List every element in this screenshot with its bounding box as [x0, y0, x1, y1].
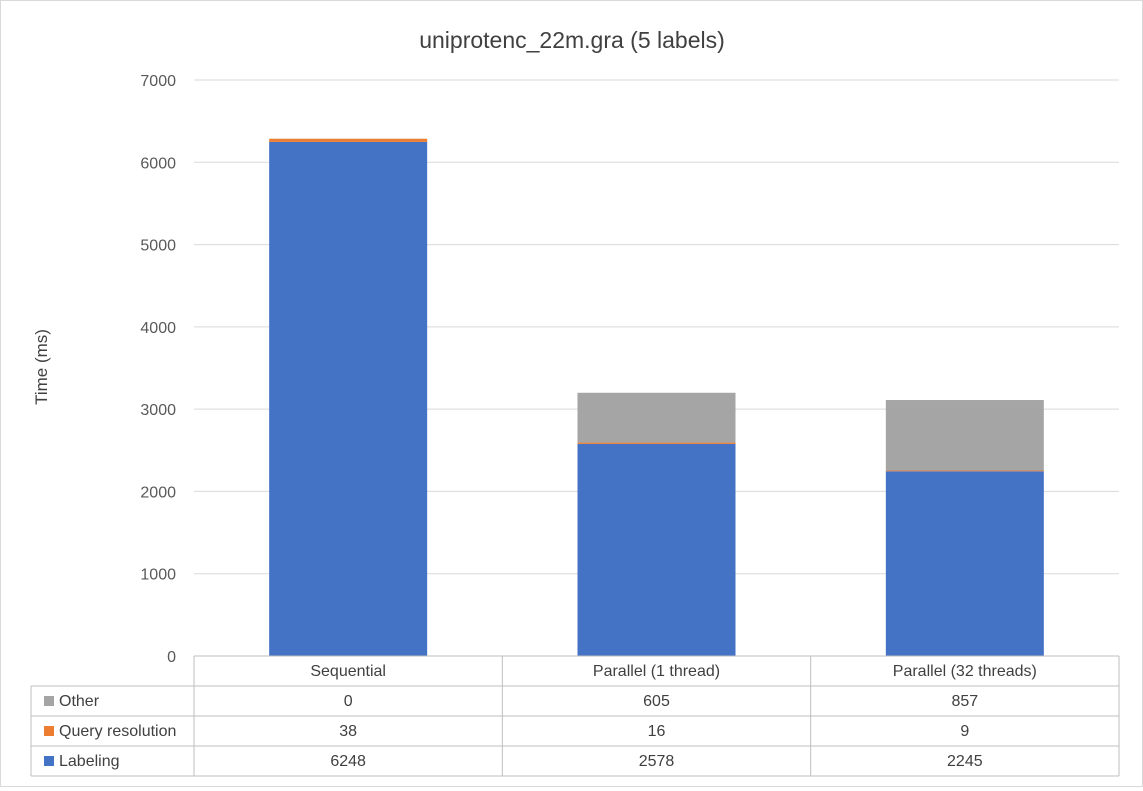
- data-table: Sequential Parallel (1 thread) Parallel (3…: [30, 655, 1120, 777]
- bar-labeling-parallel-32-threads: [885, 471, 1044, 656]
- bars: [269, 138, 1044, 657]
- y-tick-label: 5000: [140, 238, 176, 255]
- bar-other-parallel-1-thread: [577, 392, 736, 443]
- y-tick-label: 2000: [140, 484, 176, 501]
- bar-query-resolution-parallel-32-threads: [885, 470, 1044, 472]
- y-tick-label: 1000: [140, 567, 176, 584]
- y-tick-label: 6000: [140, 155, 176, 172]
- data-label-query-resolution: 16: [648, 723, 666, 740]
- data-label-labeling: 6248: [330, 753, 366, 770]
- bar-query-resolution-parallel-1-thread: [577, 442, 736, 444]
- bar-other-parallel-32-threads: [885, 400, 1044, 471]
- bar-query-resolution-sequential: [269, 138, 428, 142]
- legend-label-query-resolution: Query resolution: [59, 723, 176, 740]
- category-label: Parallel (32 threads): [893, 663, 1037, 680]
- y-axis-label: Time (ms): [32, 329, 51, 405]
- data-label-labeling: 2578: [639, 753, 675, 770]
- y-tick-label: 7000: [140, 73, 176, 90]
- data-label-labeling: 2245: [947, 753, 983, 770]
- y-axis-ticks: 0 1000 2000 3000 4000 5000 6000 7000: [140, 73, 176, 666]
- data-label-other: 605: [643, 693, 670, 710]
- legend-key-other: [44, 696, 54, 706]
- y-tick-label: 0: [167, 649, 176, 666]
- legend-label-other: Other: [59, 693, 100, 710]
- data-label-query-resolution: 9: [960, 723, 969, 740]
- y-tick-label: 3000: [140, 402, 176, 419]
- legend-key-labeling: [44, 756, 54, 766]
- bar-labeling-parallel-1-thread: [577, 443, 736, 656]
- legend-key-query-resolution: [44, 726, 54, 736]
- data-label-query-resolution: 38: [339, 723, 357, 740]
- data-label-other: 857: [951, 693, 978, 710]
- category-label: Sequential: [310, 663, 386, 680]
- bar-labeling-sequential: [269, 141, 428, 657]
- y-tick-label: 4000: [140, 320, 176, 337]
- data-label-other: 0: [344, 693, 353, 710]
- chart-title: uniprotenc_22m.gra (5 labels): [419, 27, 725, 53]
- legend-label-labeling: Labeling: [59, 753, 120, 770]
- category-label: Parallel (1 thread): [593, 663, 720, 680]
